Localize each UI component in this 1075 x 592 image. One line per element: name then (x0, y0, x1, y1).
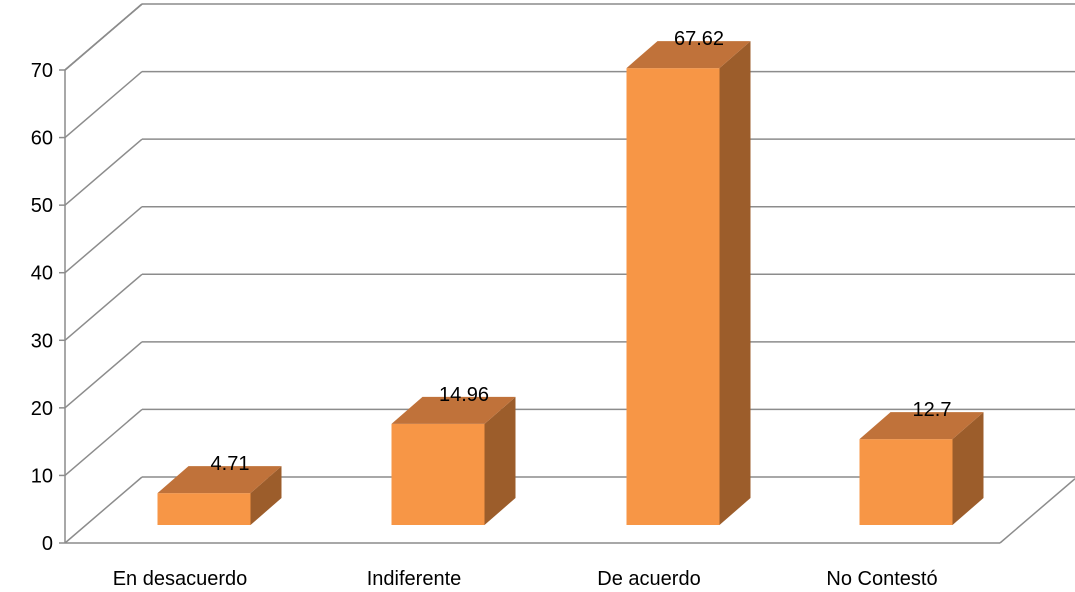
bar-front-1[interactable] (157, 493, 251, 525)
y-tick-label: 10 (31, 465, 53, 487)
y-tick-label: 20 (31, 398, 53, 420)
bar-top-4 (859, 412, 984, 440)
gridline-side-10 (64, 408, 143, 476)
gridline-side-0 (64, 476, 143, 544)
bar-front-2[interactable] (391, 423, 485, 525)
bar-front-4[interactable] (859, 439, 953, 525)
gridline-side-50 (64, 138, 143, 206)
y-tick-label: 70 (31, 60, 53, 82)
side-wall-top (64, 3, 143, 71)
gridline-side-30 (64, 273, 143, 341)
y-tick-label: 0 (42, 533, 53, 555)
y-tick-label: 60 (31, 128, 53, 150)
data-label-1: 4.71 (211, 453, 250, 475)
bar-side-3 (719, 41, 751, 525)
data-label-2: 14.96 (439, 384, 489, 406)
gridline-side-40 (64, 206, 143, 274)
y-tick-label: 50 (31, 195, 53, 217)
bar-top-2 (391, 396, 516, 424)
category-label-2: Indiferente (367, 568, 462, 590)
category-label-1: En desacuerdo (113, 568, 248, 590)
bar-side-4 (952, 412, 984, 525)
y-tick-label: 40 (31, 263, 53, 285)
bar-top-3 (626, 41, 751, 69)
data-label-4: 12.7 (913, 399, 952, 421)
gridline-side-60 (64, 71, 143, 139)
bar-front-3[interactable] (626, 68, 720, 525)
bar-top-1 (157, 466, 282, 494)
category-label-3: De acuerdo (597, 568, 700, 590)
bar-side-2 (484, 396, 516, 525)
bar-side-1 (250, 466, 282, 525)
data-label-3: 67.62 (674, 28, 724, 50)
category-label-4: No Contestó (826, 568, 937, 590)
floor-right-edge (999, 478, 1075, 544)
gridline-side-20 (64, 341, 143, 409)
y-tick-label: 30 (31, 330, 53, 352)
